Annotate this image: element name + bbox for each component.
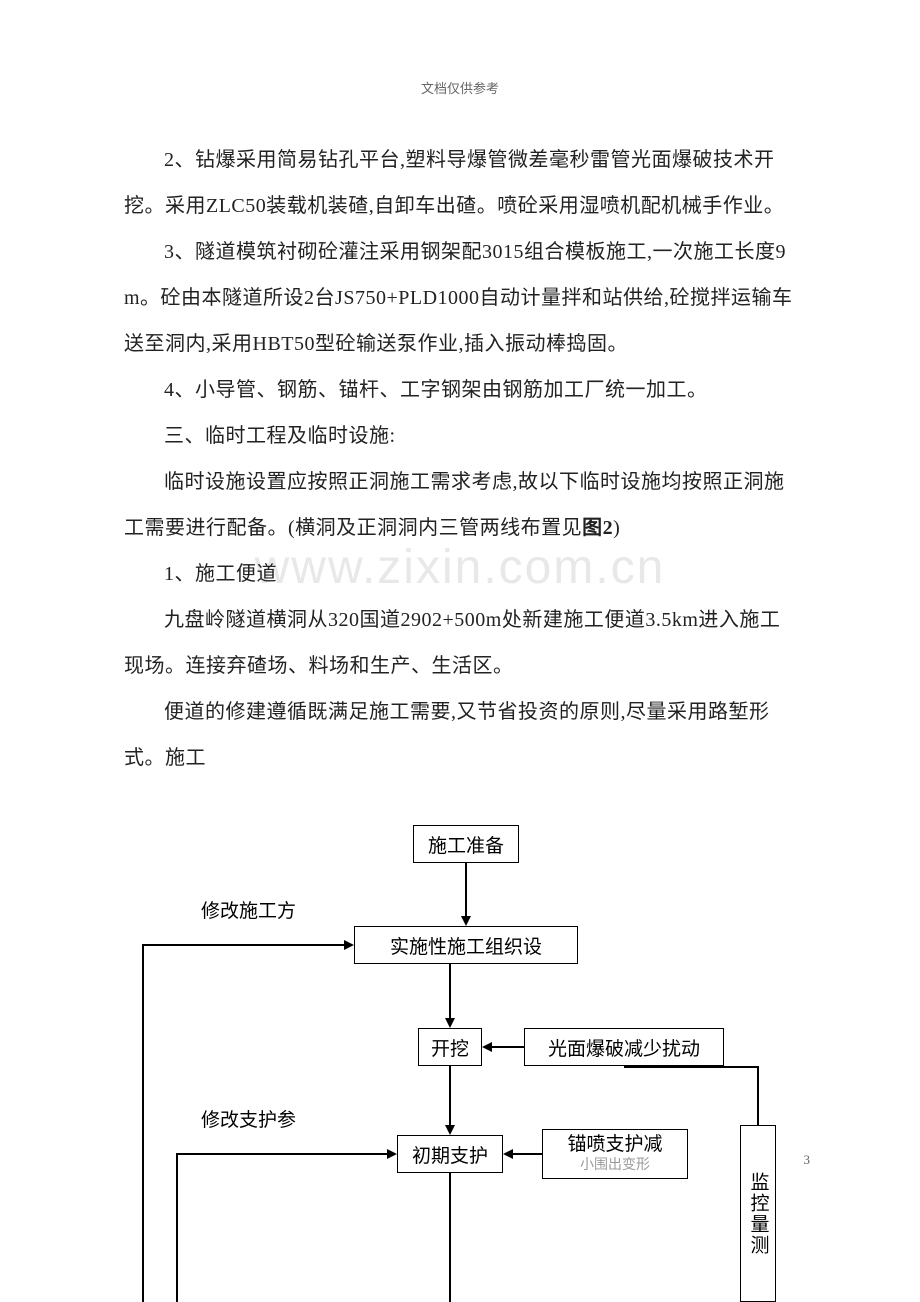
flow-label-mod-support-text: 修改支护参 — [201, 1110, 296, 1131]
flow-line — [492, 1046, 524, 1048]
paragraph-5: 三、临时工程及临时设施: — [124, 413, 796, 459]
flow-line — [449, 964, 451, 1020]
paragraph-8: 九盘岭隧道横洞从320国道2902+500m处新建施工便道3.5km进入施工现场… — [124, 597, 796, 689]
flow-label-mod-plan: 修改施工方 — [201, 896, 296, 923]
flow-line — [176, 1153, 387, 1155]
flow-label-mod-support: 修改支护参 — [201, 1105, 296, 1132]
paragraph-2: 3、隧道模筑衬砌砼灌注采用钢架配3015组合模板施工,一次施工长度9 — [124, 229, 796, 275]
flow-line — [449, 1066, 451, 1127]
flow-node-excavate-label: 开挖 — [431, 1034, 469, 1061]
paragraph-4: 4、小导管、钢筋、锚杆、工字钢架由钢筋加工厂统一加工。 — [124, 367, 796, 413]
flow-node-org-label: 实施性施工组织设 — [390, 932, 542, 959]
paragraph-9: 便道的修建遵循既满足施工需要,又节省投资的原则,尽量采用路堑形式。施工 — [124, 689, 796, 781]
flow-line — [176, 1153, 178, 1302]
paragraph-6-bold: 图2 — [582, 517, 613, 539]
paragraph-6: 临时设施设置应按照正洞施工需求考虑,故以下临时设施均按照正洞施工需要进行配备。(… — [124, 459, 796, 551]
flow-node-anchor-label2: 小围出变形 — [580, 1157, 650, 1175]
flow-label-mod-plan-text: 修改施工方 — [201, 901, 296, 922]
flow-node-prep: 施工准备 — [413, 825, 519, 863]
page-number: 3 — [804, 1152, 811, 1168]
flow-node-blast: 光面爆破减少扰动 — [524, 1028, 724, 1066]
paragraph-1: 2、钻爆采用简易钻孔平台,塑料导爆管微差毫秒雷管光面爆破技术开挖。采用ZLC50… — [124, 137, 796, 229]
flow-arrow-left-icon — [503, 1149, 513, 1159]
header-text: 文档仅供参考 — [421, 81, 499, 96]
flow-arrow-right-icon — [387, 1149, 397, 1159]
page-header: 文档仅供参考 — [0, 0, 920, 97]
flow-node-excavate: 开挖 — [418, 1028, 482, 1066]
flow-node-anchor: 锚喷支护减 小围出变形 — [542, 1129, 688, 1179]
flow-node-prep-label: 施工准备 — [428, 831, 504, 858]
document-content: 2、钻爆采用简易钻孔平台,塑料导爆管微差毫秒雷管光面爆破技术开挖。采用ZLC50… — [0, 97, 920, 781]
flow-node-support: 初期支护 — [397, 1135, 503, 1173]
flow-line — [465, 863, 467, 918]
flow-node-anchor-label1: 锚喷支护减 — [567, 1133, 662, 1158]
flow-node-blast-label: 光面爆破减少扰动 — [548, 1034, 700, 1061]
paragraph-6-part1: 临时设施设置应按照正洞施工需求考虑,故以下临时设施均按照正洞施工需要进行配备。(… — [124, 471, 785, 539]
flow-arrow-down-icon — [445, 1125, 455, 1135]
flow-line — [142, 944, 144, 1302]
flow-line — [513, 1153, 542, 1155]
flowchart-diagram: 施工准备 实施性施工组织设 修改施工方 开挖 光面爆破减少扰动 初期支护 修改支… — [0, 825, 920, 1302]
flow-node-support-label: 初期支护 — [412, 1141, 488, 1168]
paragraph-6-part2: ) — [613, 517, 620, 539]
flow-arrow-right-icon — [344, 940, 354, 950]
flow-node-monitor-label: 监控量测 — [745, 1172, 772, 1256]
flow-node-monitor: 监控量测 — [740, 1125, 776, 1302]
flow-line — [624, 1066, 758, 1068]
flow-line — [757, 1066, 759, 1125]
flow-line — [142, 944, 344, 946]
flow-arrow-down-icon — [445, 1018, 455, 1028]
flow-arrow-down-icon — [461, 916, 471, 926]
flow-line — [449, 1173, 451, 1302]
flow-arrow-left-icon — [482, 1042, 492, 1052]
paragraph-3: m。砼由本隧道所设2台JS750+PLD1000自动计量拌和站供给,砼搅拌运输车… — [124, 275, 796, 367]
page-number-text: 3 — [804, 1152, 811, 1167]
flow-node-org: 实施性施工组织设 — [354, 926, 578, 964]
paragraph-7: 1、施工便道 — [124, 551, 796, 597]
